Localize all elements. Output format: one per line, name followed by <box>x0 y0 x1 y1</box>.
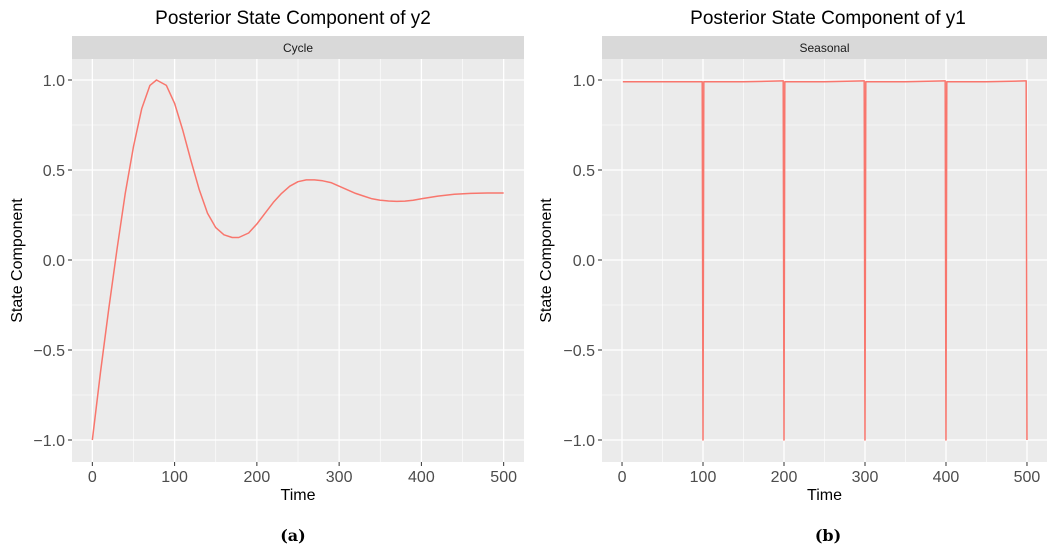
y-tick-label: −1.0 <box>33 433 65 450</box>
y-tick-label: 1.0 <box>43 73 65 90</box>
facet-strip <box>72 36 524 59</box>
y-tick-label: −1.0 <box>563 433 595 450</box>
y-axis-title: State Component <box>9 198 26 323</box>
chart-seasonal: Posterior State Component of y1 Seasonal 0… <box>538 8 1047 545</box>
x-tick-label: 200 <box>244 469 271 486</box>
chart-title: Posterior State Component of y2 <box>155 8 431 29</box>
y-tick-label: 0.0 <box>43 253 65 270</box>
facet-strip <box>602 36 1047 59</box>
figure-caption: (b) <box>815 526 841 545</box>
y-axis-title: State Component <box>538 198 555 323</box>
y-tick-label: 1.0 <box>573 73 595 90</box>
chart-title: Posterior State Component of y1 <box>690 8 966 29</box>
x-axis-title: Time <box>807 487 842 504</box>
facet-label: Seasonal <box>799 41 849 55</box>
x-tick-label: 400 <box>933 469 960 486</box>
facet-label: Cycle <box>283 41 313 55</box>
y-tick-label: −0.5 <box>33 343 65 360</box>
x-tick-label: 100 <box>690 469 717 486</box>
figure-caption: (a) <box>280 526 306 545</box>
x-tick-label: 100 <box>161 469 188 486</box>
y-tick-label: 0.5 <box>43 163 65 180</box>
series-line <box>622 80 1028 441</box>
y-tick-label: 0.0 <box>573 253 595 270</box>
x-tick-label: 300 <box>326 469 353 486</box>
x-tick-label: 0 <box>618 469 627 486</box>
x-tick-label: 200 <box>771 469 798 486</box>
x-tick-label: 500 <box>490 469 517 486</box>
y-tick-label: −0.5 <box>563 343 595 360</box>
x-tick-label: 0 <box>88 469 97 486</box>
y-tick-label: 0.5 <box>573 163 595 180</box>
chart-cycle: Posterior State Component of y2 Cycle 0 100… <box>9 8 524 545</box>
x-tick-label: 300 <box>852 469 879 486</box>
x-tick-label: 400 <box>408 469 435 486</box>
x-tick-label: 500 <box>1014 469 1041 486</box>
series-line <box>91 79 504 441</box>
x-axis-title: Time <box>281 487 316 504</box>
